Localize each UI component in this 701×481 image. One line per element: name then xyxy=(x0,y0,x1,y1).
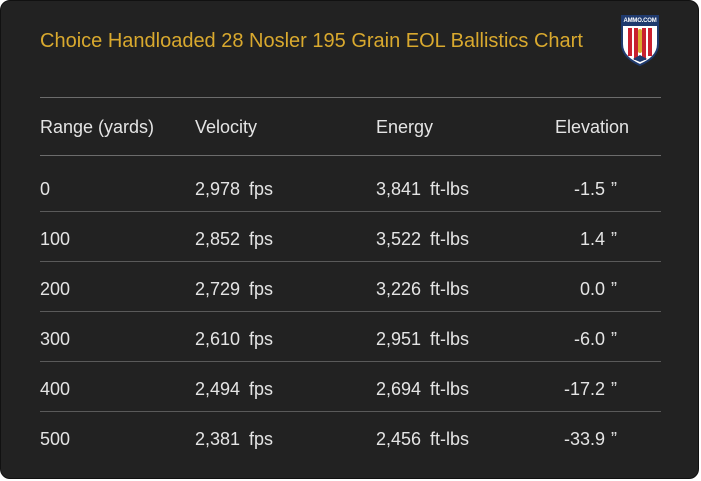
velocity-unit: fps xyxy=(249,379,274,399)
cell-elevation: -33.9 ” xyxy=(521,428,617,450)
velocity-value: 2,381 xyxy=(195,429,241,449)
velocity-unit: fps xyxy=(249,229,274,249)
row-divider xyxy=(40,361,661,362)
cell-velocity: 2,978 fps xyxy=(195,178,273,200)
velocity-unit: fps xyxy=(249,429,274,449)
energy-unit: ft-lbs xyxy=(430,329,470,349)
header-velocity: Velocity xyxy=(195,117,258,137)
title-divider xyxy=(40,97,661,98)
energy-unit: ft-lbs xyxy=(430,379,470,399)
energy-unit: ft-lbs xyxy=(430,279,470,299)
cell-range: 400 xyxy=(40,379,71,399)
cell-energy: 2,951 ft-lbs xyxy=(376,328,469,350)
row-divider xyxy=(40,411,661,412)
elevation-unit: ” xyxy=(611,279,617,299)
cell-velocity: 2,729 fps xyxy=(195,278,273,300)
velocity-value: 2,729 xyxy=(195,279,241,299)
energy-value: 3,841 xyxy=(376,179,422,199)
header-divider xyxy=(40,155,661,156)
velocity-unit: fps xyxy=(249,279,274,299)
header-energy: Energy xyxy=(376,117,434,137)
elevation-value: 1.4 xyxy=(579,229,605,249)
cell-range: 0 xyxy=(40,179,51,199)
energy-value: 3,522 xyxy=(376,229,422,249)
ammo-com-shield-icon xyxy=(621,15,659,67)
cell-velocity: 2,852 fps xyxy=(195,228,273,250)
elevation-value: -33.9 xyxy=(563,429,605,449)
cell-range: 500 xyxy=(40,429,71,449)
cell-energy: 3,522 ft-lbs xyxy=(376,228,469,250)
cell-energy: 2,456 ft-lbs xyxy=(376,428,469,450)
cell-range: 100 xyxy=(40,229,71,249)
elevation-unit: ” xyxy=(611,329,617,349)
elevation-unit: ” xyxy=(611,179,617,199)
cell-elevation: 1.4 ” xyxy=(521,228,617,250)
cell-energy: 3,841 ft-lbs xyxy=(376,178,469,200)
cell-energy: 3,226 ft-lbs xyxy=(376,278,469,300)
elevation-value: -1.5 xyxy=(573,179,605,199)
cell-elevation: -17.2 ” xyxy=(521,378,617,400)
header-range: Range (yards) xyxy=(40,117,155,137)
energy-value: 2,694 xyxy=(376,379,422,399)
elevation-unit: ” xyxy=(611,429,617,449)
cell-range: 200 xyxy=(40,279,71,299)
elevation-value: -6.0 xyxy=(573,329,605,349)
ammo-com-logo[interactable]: AMMO.COM xyxy=(619,14,661,67)
cell-elevation: -6.0 ” xyxy=(521,328,617,350)
row-divider xyxy=(40,261,661,262)
row-divider xyxy=(40,211,661,212)
elevation-unit: ” xyxy=(611,229,617,249)
velocity-value: 2,852 xyxy=(195,229,241,249)
cell-range: 300 xyxy=(40,329,71,349)
velocity-unit: fps xyxy=(249,329,274,349)
cell-elevation: -1.5 ” xyxy=(521,178,617,200)
energy-unit: ft-lbs xyxy=(430,229,470,249)
cell-elevation: 0.0 ” xyxy=(521,278,617,300)
energy-unit: ft-lbs xyxy=(430,429,470,449)
velocity-value: 2,610 xyxy=(195,329,241,349)
row-divider xyxy=(40,311,661,312)
velocity-value: 2,494 xyxy=(195,379,241,399)
cell-velocity: 2,494 fps xyxy=(195,378,273,400)
chart-title: Choice Handloaded 28 Nosler 195 Grain EO… xyxy=(40,30,583,52)
velocity-unit: fps xyxy=(249,179,274,199)
logo-text: AMMO.COM xyxy=(623,18,657,24)
cell-velocity: 2,381 fps xyxy=(195,428,273,450)
elevation-unit: ” xyxy=(611,379,617,399)
header-elevation: Elevation xyxy=(555,117,630,137)
energy-unit: ft-lbs xyxy=(430,179,470,199)
elevation-value: 0.0 xyxy=(579,279,605,299)
cell-energy: 2,694 ft-lbs xyxy=(376,378,469,400)
velocity-value: 2,978 xyxy=(195,179,241,199)
energy-value: 2,951 xyxy=(376,329,422,349)
energy-value: 2,456 xyxy=(376,429,422,449)
energy-value: 3,226 xyxy=(376,279,422,299)
elevation-value: -17.2 xyxy=(563,379,605,399)
cell-velocity: 2,610 fps xyxy=(195,328,273,350)
